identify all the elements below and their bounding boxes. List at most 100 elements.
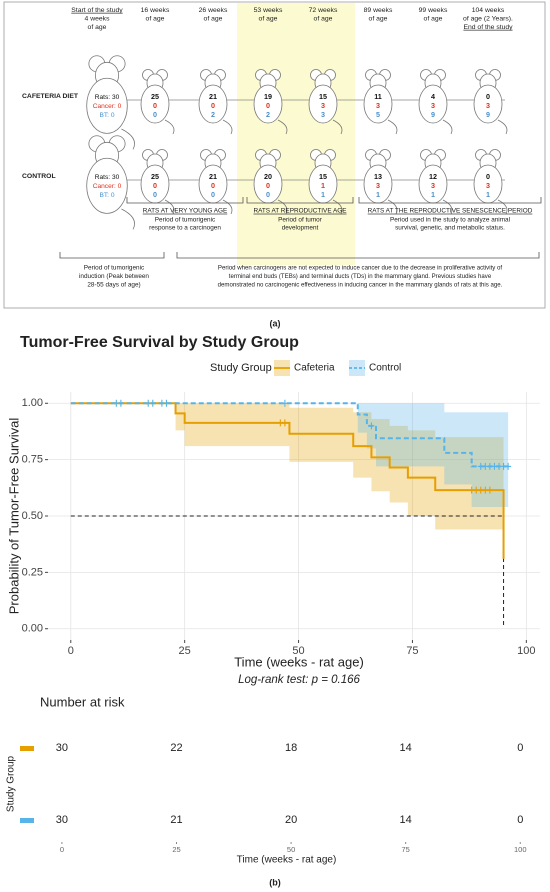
rat-body — [86, 157, 128, 214]
rat-body — [418, 84, 448, 124]
group-label: CONTROL — [22, 173, 56, 180]
risk-count: 14 — [400, 814, 412, 826]
rat-icon — [363, 149, 398, 215]
rat-count: 0 — [211, 190, 215, 199]
rat-count: 21 — [209, 92, 217, 101]
censor-mark — [117, 399, 124, 407]
reproductive-highlight — [237, 3, 355, 265]
note-text: Period when carcinogens are not expected… — [218, 265, 503, 272]
rat-count: 3 — [431, 101, 435, 110]
rat-count: 0 — [153, 110, 157, 119]
rat-count: 2 — [211, 110, 215, 119]
rat-count: 3 — [321, 101, 325, 110]
timepoint-label: 26 weeks — [199, 7, 228, 14]
rat-count: 2 — [266, 110, 270, 119]
rat-body — [473, 84, 503, 124]
rat-icon — [308, 149, 343, 215]
timepoint-label: Start of the study — [71, 7, 123, 14]
risk-count: 21 — [170, 814, 182, 826]
rat-icon — [140, 69, 175, 135]
timepoint-label: of age — [146, 15, 165, 22]
confidence-band — [70, 403, 509, 507]
rat-count: 0 — [266, 101, 270, 110]
period-text: Period of tumor — [278, 217, 323, 224]
rat-tail — [497, 199, 508, 215]
rat-tail — [332, 199, 343, 215]
bracket — [246, 197, 354, 204]
y-tick-label: 0.50 — [22, 510, 43, 522]
rat-count: 5 — [376, 110, 380, 119]
rat-body — [308, 84, 338, 124]
x-tick-label: 25 — [172, 845, 180, 854]
risk-count: 20 — [285, 814, 297, 826]
rat-count: 3 — [321, 110, 325, 119]
row-key — [20, 746, 34, 751]
rat-count: 0 — [153, 101, 157, 110]
x-tick-label: 75 — [401, 845, 409, 854]
rat-count: 25 — [151, 172, 159, 181]
timepoint-label: of age — [314, 15, 333, 22]
start-count: Rats: 30 — [95, 174, 120, 181]
period-text: Period used in the study to analyze anim… — [390, 217, 510, 224]
period-text: Period of tumorigenic — [155, 217, 216, 224]
start-count: Cancer: 0 — [93, 103, 122, 110]
note-text: terminal end buds (TEBs) and terminal du… — [229, 273, 492, 280]
rat-count: 0 — [266, 181, 270, 190]
censor-mark — [281, 399, 288, 407]
risk-count: 30 — [56, 814, 68, 826]
rat-icon — [473, 69, 508, 135]
bracket — [176, 252, 540, 259]
rat-count: 3 — [486, 181, 490, 190]
start-count: Rats: 30 — [95, 94, 120, 101]
rat-tail — [164, 119, 175, 135]
rat-tail — [442, 119, 453, 135]
rat-icon — [86, 135, 135, 230]
rat-tail — [121, 128, 135, 150]
rat-tail — [121, 208, 135, 230]
x-tick-label: 50 — [292, 645, 304, 657]
note-text: demonstrated no carcinogenic effectivene… — [218, 282, 503, 289]
rat-count: 9 — [486, 110, 490, 119]
timepoint-label: 89 weeks — [364, 7, 393, 14]
timepoint-label: 99 weeks — [419, 7, 448, 14]
risk-count: 0 — [517, 742, 523, 754]
rat-count: 1 — [486, 190, 490, 199]
censor-mark — [368, 422, 375, 430]
rat-count: 0 — [153, 181, 157, 190]
rat-icon — [198, 69, 233, 135]
timepoint-label: 4 weeks — [85, 15, 111, 22]
legend-label: Control — [369, 363, 401, 374]
censor-mark — [281, 419, 288, 427]
rat-tail — [332, 119, 343, 135]
rat-body — [253, 84, 283, 124]
x-tick-label: 100 — [514, 845, 527, 854]
chart-title: Tumor-Free Survival by Study Group — [20, 334, 299, 351]
timepoint-label: of age — [204, 15, 223, 22]
rat-body — [198, 84, 228, 124]
rat-count: 4 — [431, 92, 435, 101]
rat-count: 3 — [486, 101, 490, 110]
rat-icon — [253, 149, 288, 215]
rat-tail — [222, 199, 233, 215]
rat-icon — [418, 69, 453, 135]
timepoint-label: 104 weeks — [472, 7, 505, 14]
period-title: RATS AT REPRODUCTIVE AGE — [253, 208, 346, 215]
x-tick-label: 50 — [287, 845, 295, 854]
panel-label: (b) — [269, 877, 281, 887]
timepoint-label: of age — [88, 24, 107, 31]
rat-count: 1 — [321, 181, 325, 190]
rat-icon — [86, 55, 135, 150]
risk-count: 30 — [56, 742, 68, 754]
y-tick-label: 0.00 — [22, 623, 43, 635]
rat-count: 0 — [211, 101, 215, 110]
group-label: CAFETERIA DIET — [22, 93, 79, 100]
period-title: RATS AT THE REPRODUCTIVE SENESCENCE PERI… — [368, 208, 533, 215]
rat-count: 19 — [264, 92, 272, 101]
survival-curve — [70, 402, 505, 559]
risk-count: 18 — [285, 742, 297, 754]
panel-a-border — [3, 1, 546, 309]
rat-tail — [387, 119, 398, 135]
x-tick-label: 0 — [68, 645, 74, 657]
rat-tail — [497, 119, 508, 135]
timepoint-label: of age — [369, 15, 388, 22]
